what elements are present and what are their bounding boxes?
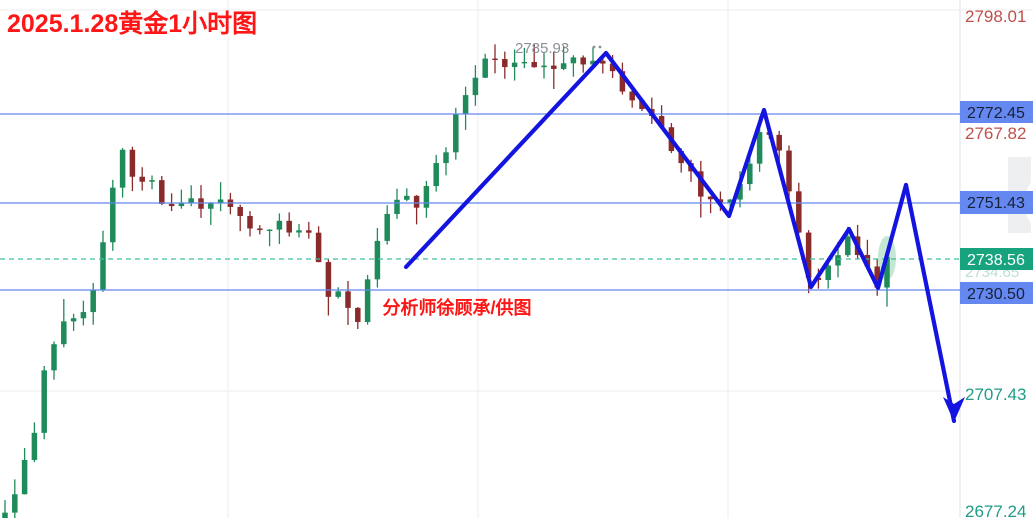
svg-text:2767.82: 2767.82 [965,124,1026,143]
svg-text:2798.01: 2798.01 [965,7,1026,26]
svg-text:2677.24: 2677.24 [965,502,1026,518]
svg-text:分析师徐顾承/供图: 分析师徐顾承/供图 [382,297,531,318]
svg-text:2707.43: 2707.43 [965,385,1026,404]
svg-text:2785.93: 2785.93 [515,40,569,57]
svg-text:2730.50: 2730.50 [967,286,1025,303]
svg-text:2772.45: 2772.45 [967,105,1025,122]
svg-text:2738.56: 2738.56 [967,252,1025,269]
svg-text:2751.43: 2751.43 [967,195,1025,212]
